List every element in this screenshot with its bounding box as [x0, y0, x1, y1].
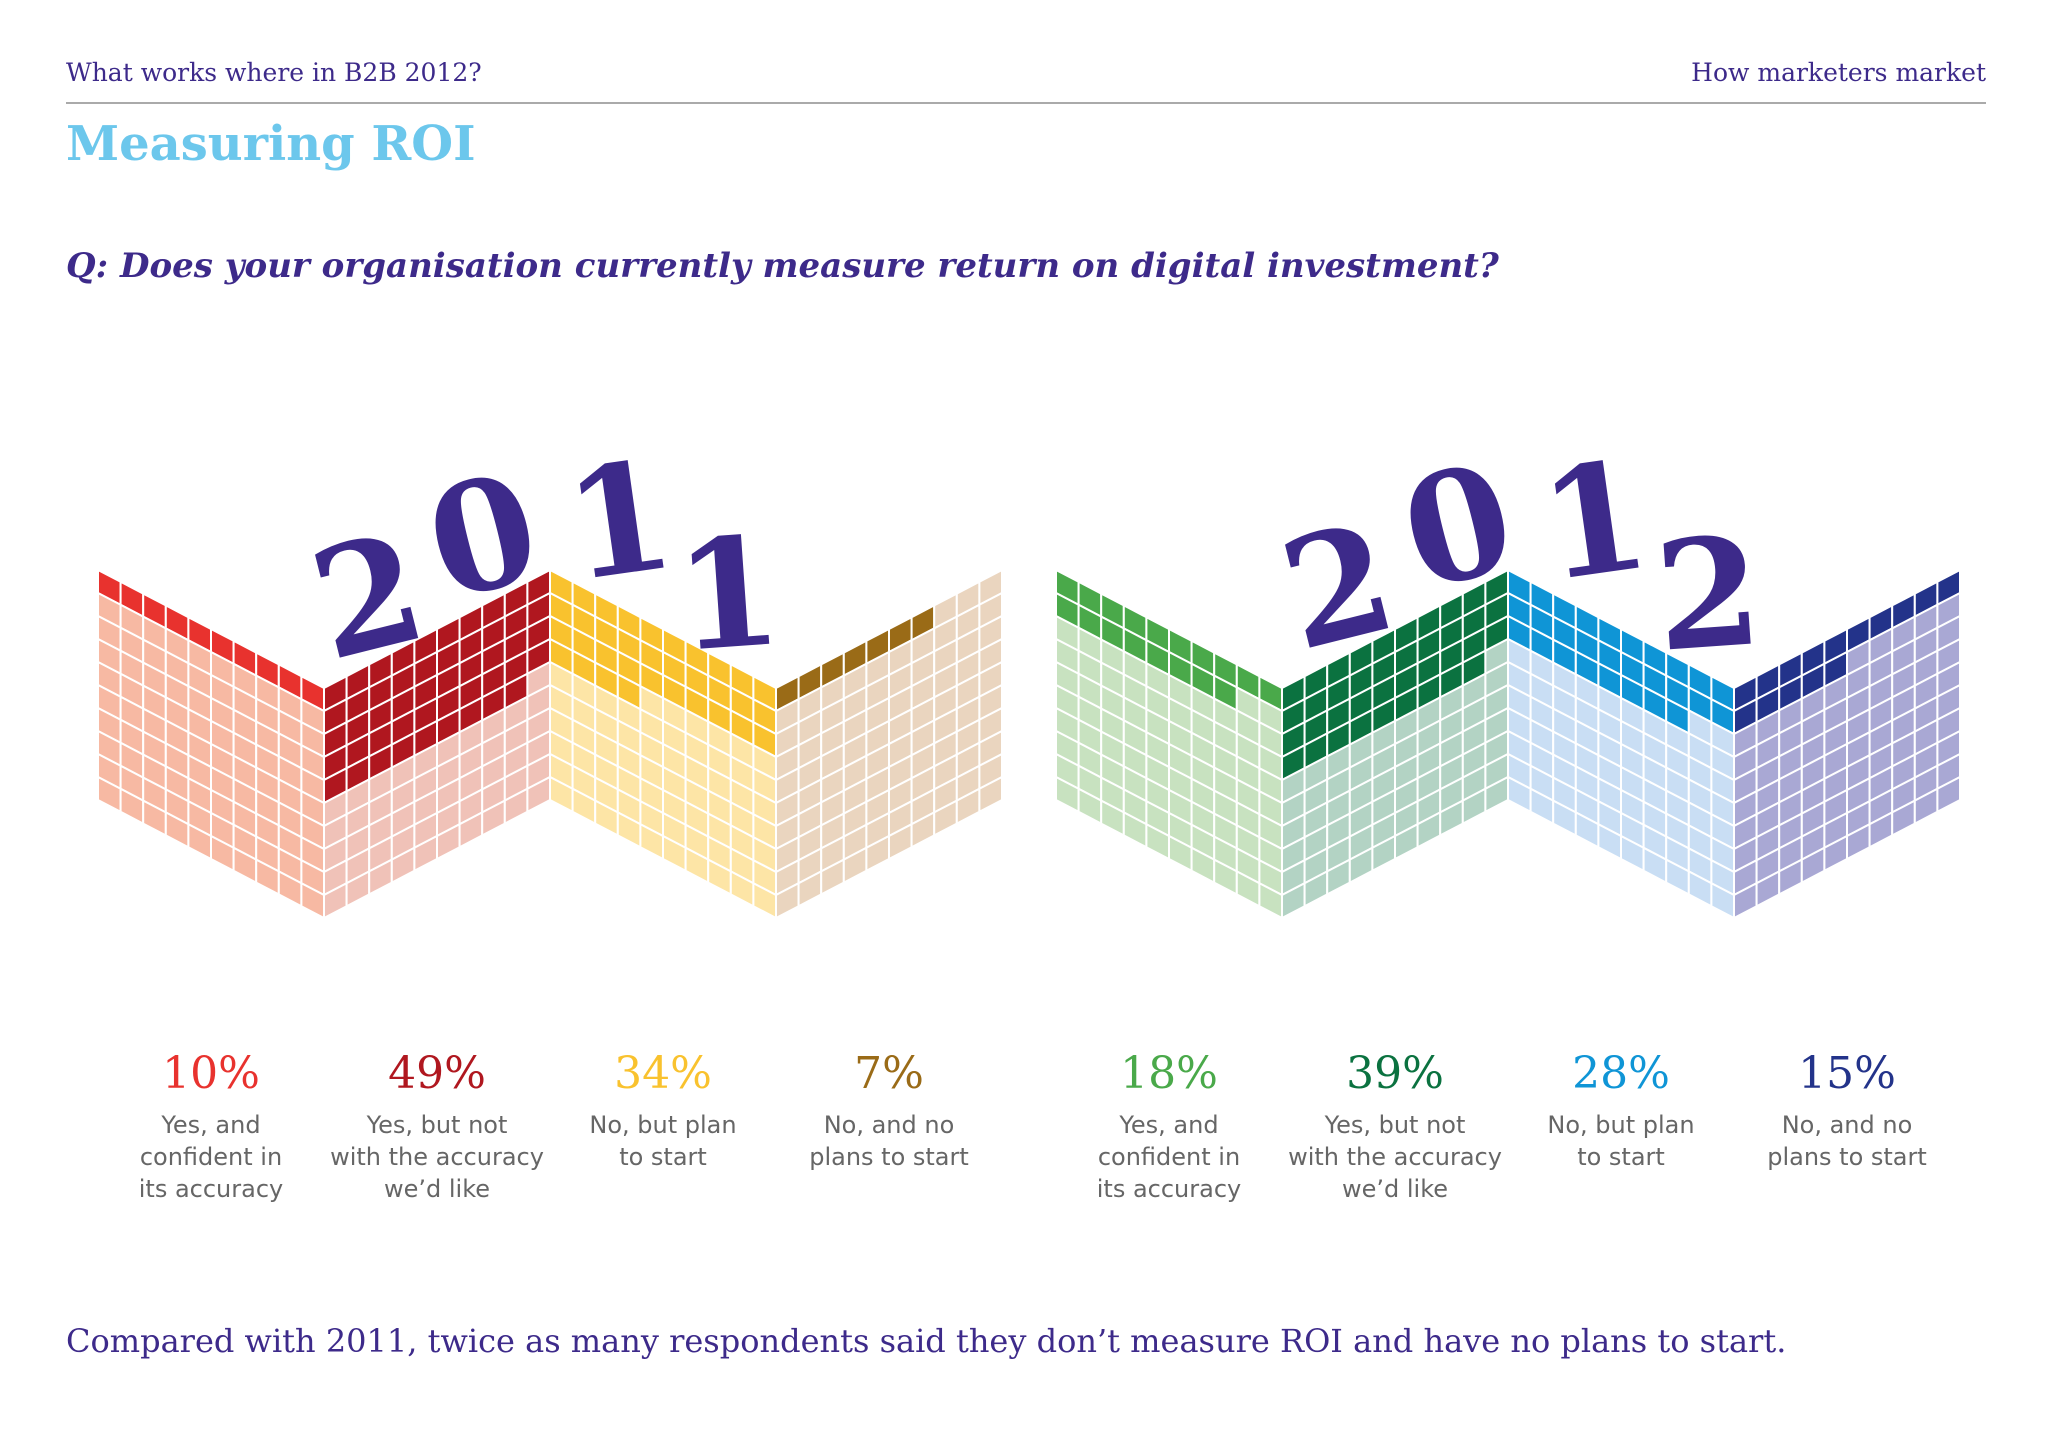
value-label: 18% [1120, 1048, 1218, 1099]
panel-2012-1: 18% Yes, and confident in its accuracy [1055, 568, 1283, 1203]
year-digit: 2 [1650, 503, 1766, 686]
cell-empty [978, 775, 1003, 814]
header-left: What works where in B2B 2012? [66, 58, 482, 87]
category-label: to start [1577, 1143, 1665, 1171]
year-digit: 1 [1531, 427, 1659, 616]
value-label: 28% [1572, 1048, 1670, 1099]
category-label: No, but plan [1547, 1111, 1694, 1139]
header-right: How marketers market [1691, 58, 1986, 87]
panel-2011-3: 34% No, but plan to start [549, 568, 777, 1171]
category-label: confident in [140, 1143, 282, 1171]
category-label: with the accuracy [330, 1143, 544, 1171]
cell-empty [1936, 775, 1961, 814]
category-label: Yes, but not [366, 1111, 508, 1139]
value-label: 10% [162, 1048, 260, 1099]
category-label: Yes, and [160, 1111, 260, 1139]
year-digit: 1 [556, 427, 684, 616]
value-label: 15% [1798, 1048, 1896, 1099]
year-digit: 2 [1266, 489, 1410, 685]
year-digit: 2 [296, 499, 440, 695]
year-digit: 1 [670, 503, 786, 686]
question-text: Q: Does your organisation currently meas… [66, 246, 1499, 286]
panel-2012-2: 39% Yes, but not with the accuracy we’d lik… [1281, 568, 1509, 1203]
panel-2012-4: 15% No, and no plans to start [1733, 568, 1961, 1171]
category-label: Yes, and [1118, 1111, 1218, 1139]
value-label: 39% [1346, 1048, 1444, 1099]
value-label: 34% [614, 1048, 712, 1099]
category-label: we’d like [1342, 1175, 1448, 1203]
panel-2011-4: 7% No, and no plans to start [775, 568, 1003, 1171]
year-group-2012: 18% Yes, and confident in its accuracy 39% Ye… [1055, 427, 1961, 1203]
value-label: 7% [854, 1048, 924, 1099]
category-label: we’d like [384, 1175, 490, 1203]
category-label: with the accuracy [1288, 1143, 1502, 1171]
year-digit: 0 [411, 439, 555, 635]
category-label: to start [619, 1143, 707, 1171]
category-label: its accuracy [139, 1175, 284, 1203]
year-group-2011: 10% Yes, and confident in its accuracy 49% Ye… [97, 427, 1003, 1203]
roi-chart: 10% Yes, and confident in its accuracy 49% Ye… [97, 427, 1961, 1203]
category-label: its accuracy [1097, 1175, 1242, 1203]
year-digit: 0 [1386, 429, 1530, 625]
panel-2011-1: 10% Yes, and confident in its accuracy [97, 568, 325, 1203]
panel-2012-3: 28% No, but plan to start [1507, 568, 1735, 1171]
page-title: Measuring ROI [66, 116, 476, 172]
value-label: 49% [388, 1048, 486, 1099]
category-label: No, and no [1782, 1111, 1913, 1139]
header-rule [66, 102, 1986, 104]
category-label: plans to start [809, 1143, 969, 1171]
category-label: confident in [1098, 1143, 1240, 1171]
category-label: plans to start [1767, 1143, 1927, 1171]
panel-2011-2: 49% Yes, but not with the accuracy we’d lik… [323, 568, 551, 1203]
footnote: Compared with 2011, twice as many respon… [66, 1322, 1787, 1360]
category-label: Yes, but not [1324, 1111, 1466, 1139]
category-label: No, and no [824, 1111, 955, 1139]
category-label: No, but plan [589, 1111, 736, 1139]
